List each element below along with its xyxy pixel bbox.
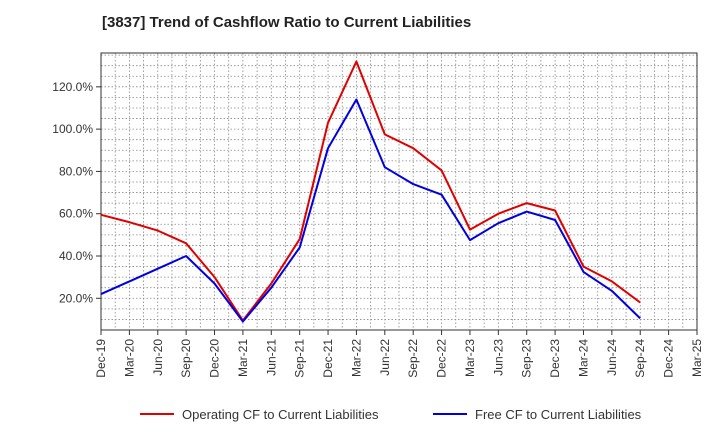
series-lines [100, 60, 641, 323]
x-tick-label: Mar-24 [576, 339, 590, 377]
x-tick-label: Jun-22 [378, 339, 392, 376]
chart-title: [3837] Trend of Cashflow Ratio to Curren… [102, 14, 472, 31]
x-tick-label: Jun-24 [605, 339, 619, 376]
y-tick-label: 40.0% [59, 249, 93, 263]
x-tick-label: Dec-24 [662, 339, 676, 378]
x-tick-label: Sep-21 [293, 339, 307, 378]
x-tick-label: Dec-22 [435, 339, 449, 378]
x-tick-label: Sep-20 [179, 339, 193, 378]
x-tick-label: Jun-20 [151, 339, 165, 376]
x-tick-label: Dec-21 [321, 339, 335, 378]
x-tick-label: Sep-22 [406, 339, 420, 378]
x-tick-label: Jun-23 [491, 339, 505, 376]
y-axis: 20.0% 40.0% 60.0% 80.0% 100.0% 120.0% [52, 80, 101, 305]
x-tick-label: Mar-21 [236, 339, 250, 377]
plot-area [100, 52, 698, 331]
x-tick-label: Dec-19 [94, 339, 108, 378]
series-line-2 [100, 98, 641, 323]
y-tick-label: 80.0% [59, 164, 93, 178]
legend: Operating CF to Current Liabilities Free … [140, 407, 642, 422]
y-tick-label: 120.0% [52, 80, 93, 94]
y-tick-label: 20.0% [59, 291, 93, 305]
grid [100, 53, 698, 330]
x-axis: Dec-19 Mar-20 Jun-20 Sep-20 Dec-20 Mar-21 Jun-… [94, 330, 704, 378]
x-tick-label: Mar-25 [690, 339, 704, 377]
legend-label-2: Free CF to Current Liabilities [475, 407, 642, 422]
x-tick-label: Sep-24 [633, 339, 647, 378]
legend-label-1: Operating CF to Current Liabilities [182, 407, 379, 422]
x-tick-label: Dec-23 [548, 339, 562, 378]
x-tick-label: Dec-20 [208, 339, 222, 378]
series-line-1 [100, 60, 641, 322]
y-tick-label: 60.0% [59, 207, 93, 221]
x-tick-label: Mar-23 [463, 339, 477, 377]
x-tick-label: Sep-23 [520, 339, 534, 378]
x-tick-label: Jun-21 [264, 339, 278, 376]
y-tick-label: 100.0% [52, 122, 93, 136]
x-tick-label: Mar-22 [349, 339, 363, 377]
x-tick-label: Mar-20 [122, 339, 136, 377]
